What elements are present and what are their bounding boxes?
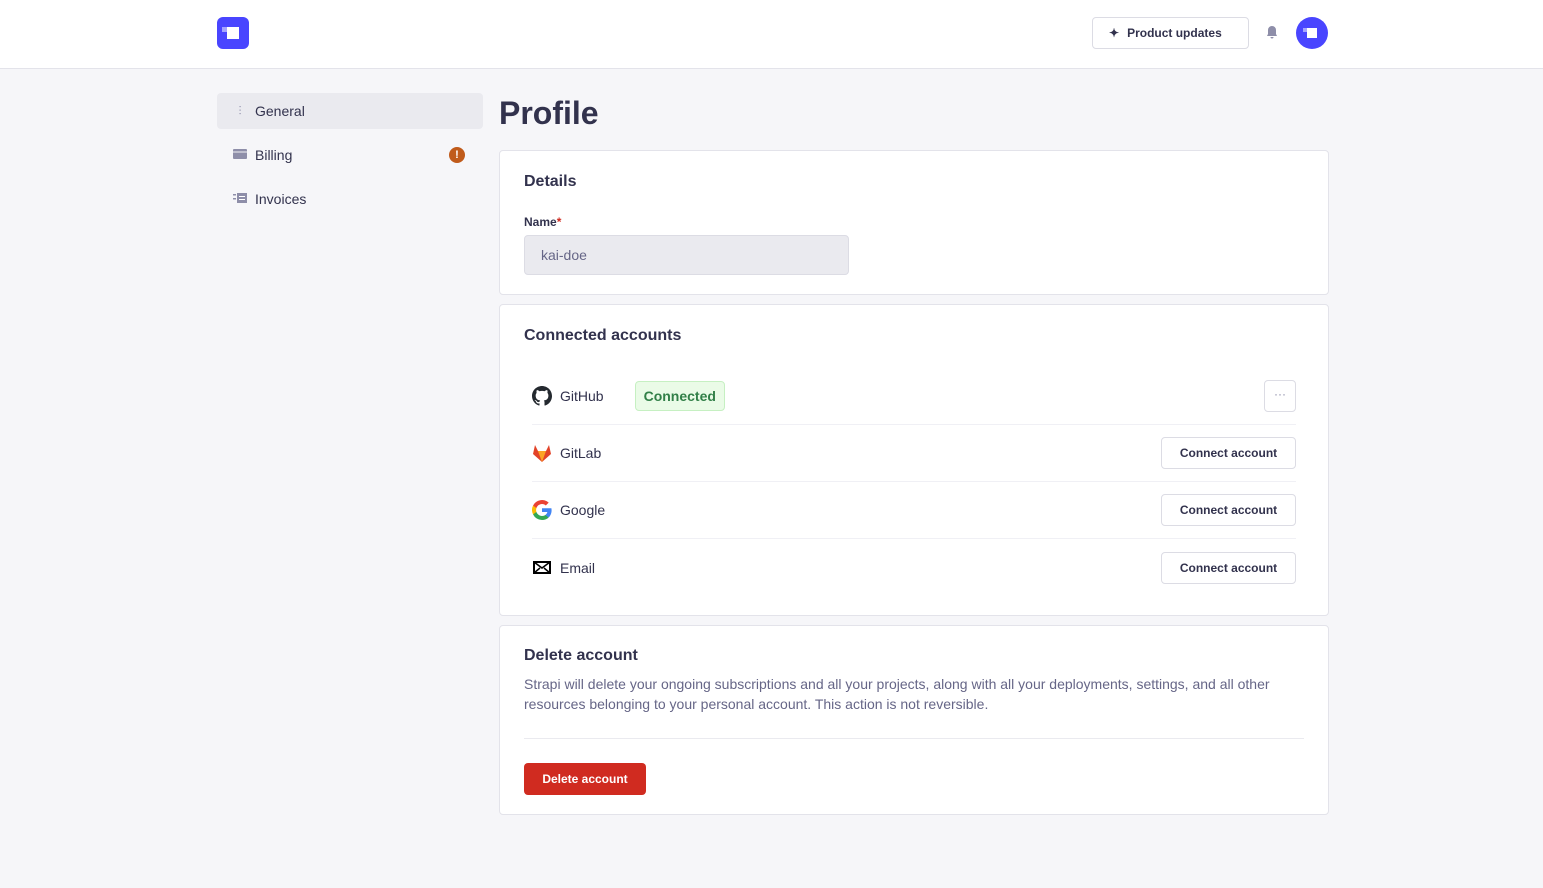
account-name: Google <box>560 502 606 518</box>
delete-account-card: Delete account Strapi will delete your o… <box>499 625 1329 815</box>
more-options-button[interactable]: ··· <box>1264 380 1296 412</box>
details-card: Details Name* <box>499 150 1329 295</box>
account-row-email: Email Connect account <box>532 539 1296 596</box>
credit-card-icon <box>233 148 247 162</box>
account-name: GitHub <box>560 388 604 404</box>
product-updates-button[interactable]: ✦ Product updates <box>1092 17 1249 49</box>
warning-icon: ! <box>449 147 465 163</box>
connect-gitlab-button[interactable]: Connect account <box>1161 437 1296 469</box>
sidebar-item-label: Invoices <box>255 191 307 207</box>
top-bar: ✦ Product updates <box>0 0 1543 69</box>
name-input[interactable] <box>524 235 849 275</box>
sliders-icon: ⫶ <box>238 103 242 118</box>
delete-account-button[interactable]: Delete account <box>524 763 646 795</box>
connected-badge: Connected <box>634 381 725 411</box>
account-row-github: GitHub Connected ··· <box>532 368 1296 425</box>
delete-account-title: Delete account <box>524 647 638 664</box>
github-icon <box>532 386 552 406</box>
page-title: Profile <box>499 95 599 131</box>
sidebar-item-label: Billing <box>255 147 293 163</box>
account-name: Email <box>560 559 596 576</box>
strapi-logo[interactable] <box>217 17 249 49</box>
sidebar-item-label: General <box>255 103 305 119</box>
envelope-icon <box>532 558 552 578</box>
name-label: Name* <box>524 215 562 229</box>
sidebar-item-invoices[interactable]: Invoices <box>217 181 483 217</box>
divider <box>524 738 1304 739</box>
connect-email-button[interactable]: Connect account <box>1161 551 1296 584</box>
gitlab-icon <box>532 443 552 463</box>
product-updates-label: Product updates <box>1127 26 1222 40</box>
user-avatar[interactable] <box>1296 17 1328 49</box>
settings-sidebar: ⫶ General Billing ! Invoices <box>217 93 483 225</box>
google-icon <box>532 500 552 520</box>
account-row-google: Google Connect account <box>532 482 1296 539</box>
bell-icon[interactable] <box>1265 25 1279 39</box>
sidebar-item-general[interactable]: ⫶ General <box>217 93 483 129</box>
connected-accounts-title: Connected accounts <box>524 327 682 344</box>
account-name: GitLab <box>560 445 602 461</box>
connected-accounts-card: Connected accounts GitHub Connected ··· … <box>499 304 1329 616</box>
details-title: Details <box>524 173 577 190</box>
invoice-icon <box>233 192 247 206</box>
sidebar-item-billing[interactable]: Billing ! <box>217 137 483 173</box>
account-row-gitlab: GitLab Connect account <box>532 425 1296 482</box>
delete-account-description: Strapi will delete your ongoing subscrip… <box>524 676 1270 712</box>
sparkle-icon: ✦ <box>1109 26 1120 40</box>
connect-google-button[interactable]: Connect account <box>1161 494 1296 526</box>
